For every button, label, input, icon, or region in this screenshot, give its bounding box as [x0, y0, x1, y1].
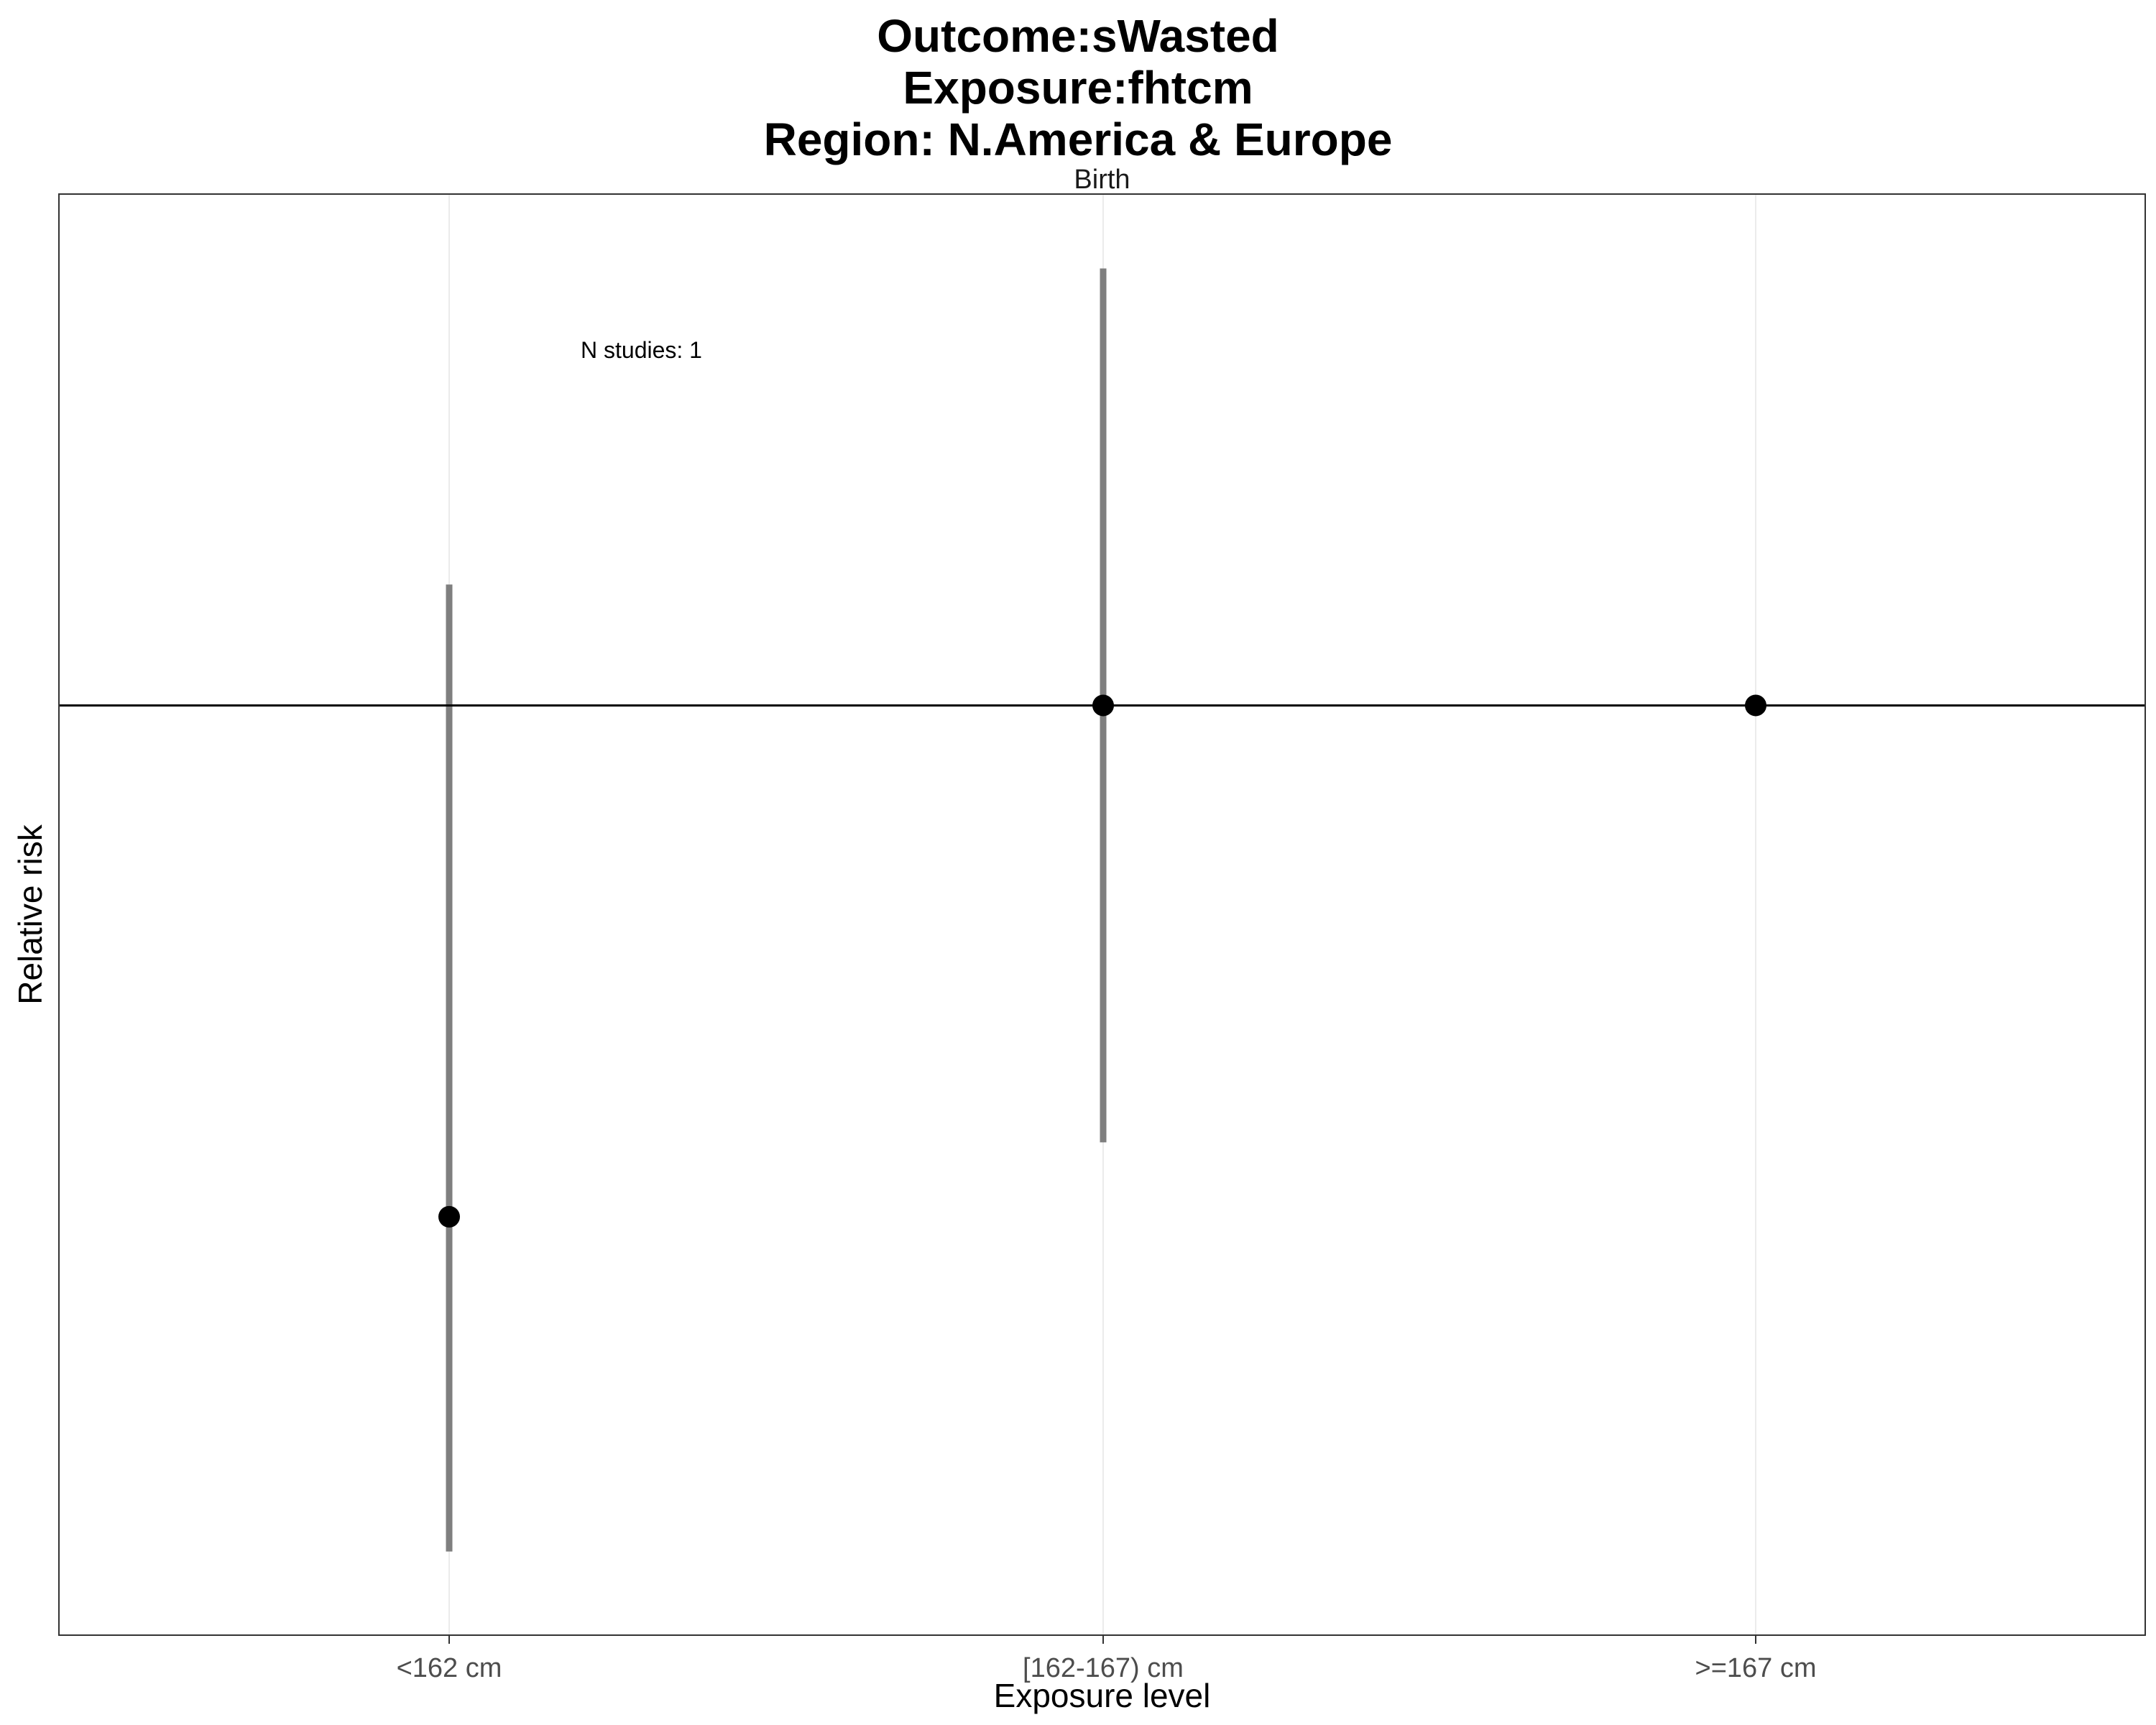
title-line-outcome: Outcome:sWasted [877, 10, 1279, 62]
n-studies-annotation: N studies: 1 [581, 337, 702, 363]
points [438, 694, 1766, 1228]
x-tick-label-2: >=167 cm [1695, 1653, 1817, 1683]
facet-strip-label: Birth [1074, 165, 1130, 195]
x-axis-ticks: <162 cm [162-167) cm >=167 cm [397, 1635, 1817, 1683]
chart-title: Outcome:sWasted Exposure:fhtcm Region: N… [0, 10, 2156, 165]
panel-border [58, 193, 2146, 1636]
point-0 [438, 1205, 460, 1228]
point-2 [1745, 694, 1766, 717]
x-tick-label-1: [162-167) cm [1023, 1653, 1184, 1683]
y-axis-title: Relative risk [11, 824, 49, 1005]
point-1 [1092, 694, 1114, 717]
x-tick-label-0: <162 cm [397, 1653, 502, 1683]
title-line-exposure: Exposure:fhtcm [903, 62, 1253, 114]
title-line-region: Region: N.America & Europe [763, 114, 1393, 165]
error-bars [446, 268, 1107, 1552]
x-axis-title: Exposure level [994, 1677, 1211, 1714]
